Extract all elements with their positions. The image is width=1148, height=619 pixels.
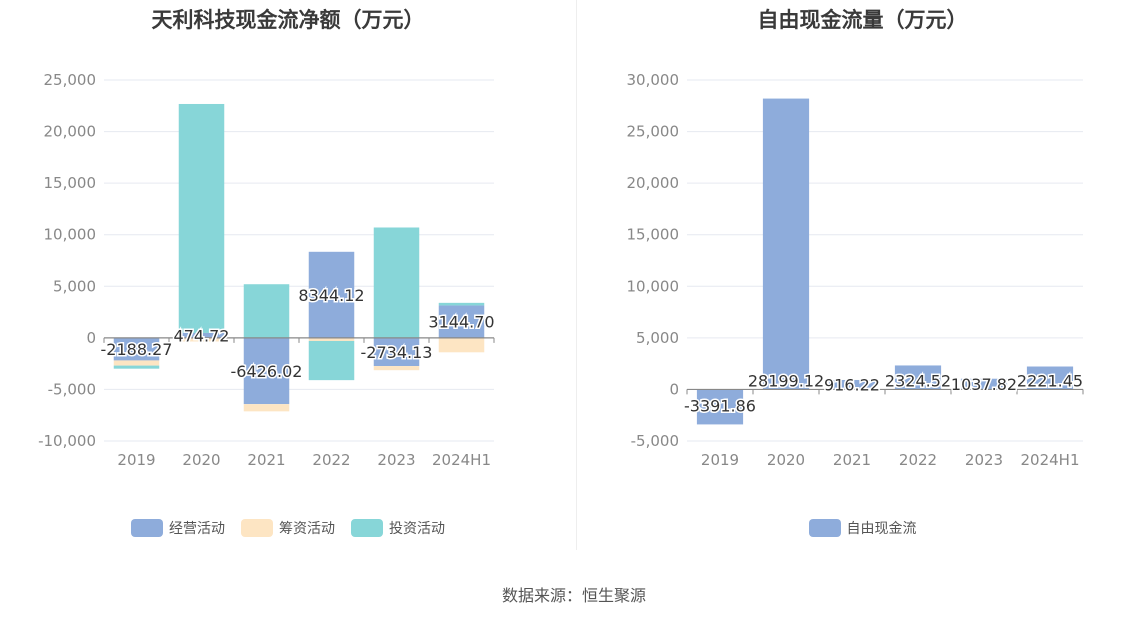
panel-divider [576, 0, 577, 550]
legend-swatch-operating [131, 519, 163, 537]
data-label: -2188.27 [101, 340, 173, 359]
free-cashflow-title: 自由现金流量（万元） [757, 8, 968, 32]
free-cashflow-panel: 自由现金流量（万元） -5,000 0 5,000 10,000 15,000 20,00… [577, 0, 1148, 560]
y-tick-label: 0 [669, 380, 679, 398]
data-label: 28199.12 [748, 371, 824, 390]
y-tick-label: -5,000 [631, 432, 679, 450]
bar-经营活动-2021[interactable] [243, 337, 290, 405]
cashflow-net-legend: 经营活动 筹资活动 投资活动 [0, 518, 576, 538]
y-tick-label: 5,000 [53, 277, 96, 295]
cashflow-net-panel: 天利科技现金流净额（万元） -10,000 -5,000 0 5,000 10,000 1… [0, 0, 576, 560]
bar-投资活动-2022[interactable] [308, 340, 355, 381]
y-tick-label: 20,000 [44, 123, 97, 141]
data-label: 1037.82 [951, 375, 1017, 394]
data-label: 916.22 [824, 376, 880, 395]
y-tick-label: 15,000 [44, 174, 97, 192]
x-tick-label: 2019 [701, 451, 739, 469]
bar-筹资活动-2024H1[interactable] [438, 337, 485, 353]
x-tick-label: 2019 [117, 451, 155, 469]
y-tick-label: 10,000 [627, 277, 680, 295]
x-tick-label: 2024H1 [1021, 451, 1080, 469]
bar-经营活动-2022[interactable] [308, 251, 355, 338]
bar-筹资活动-2023[interactable] [373, 366, 420, 371]
data-label: 2221.45 [1017, 371, 1083, 390]
x-tick-label: 2023 [377, 451, 415, 469]
y-tick-label: 25,000 [627, 123, 680, 141]
y-tick-label: 25,000 [44, 71, 97, 89]
legend-label-financing: 筹资活动 [279, 521, 335, 537]
bar-投资活动-2019[interactable] [113, 365, 160, 369]
bar-经营活动-2020[interactable] [178, 332, 225, 338]
x-tick-label: 2024H1 [432, 451, 491, 469]
legend-swatch-financing [241, 519, 273, 537]
legend-label-operating: 经营活动 [169, 521, 225, 537]
legend-label-free-cashflow: 自由现金流 [846, 521, 917, 537]
legend-swatch-free-cashflow [808, 519, 841, 537]
y-tick-label: 30,000 [627, 71, 680, 89]
bar-筹资活动-2021[interactable] [243, 404, 290, 412]
data-label: 8344.12 [298, 286, 364, 305]
y-tick-label: 10,000 [44, 226, 97, 244]
data-label: 3144.70 [428, 313, 494, 332]
cashflow-net-chart: -10,000 -5,000 0 5,000 10,000 15,000 20,000 25,… [38, 71, 496, 469]
bar-自由现金流-2021[interactable] [828, 379, 876, 390]
legend-item-free-cashflow[interactable]: 自由现金流 [808, 518, 917, 538]
legend-item-operating[interactable]: 经营活动 [131, 518, 225, 538]
free-cashflow-chart: -5,000 0 5,000 10,000 15,000 20,000 25,000 30,0… [627, 71, 1085, 469]
bar-自由现金流-2022[interactable] [894, 365, 942, 390]
bar-自由现金流-2024H1[interactable] [1026, 366, 1074, 390]
x-tick-label: 2022 [899, 451, 937, 469]
data-source-note: 数据来源：恒生聚源 [501, 586, 646, 605]
bar-投资活动-2021[interactable] [243, 284, 290, 338]
data-label: 2324.52 [885, 371, 951, 390]
x-tick-label: 2022 [312, 451, 350, 469]
bar-投资活动-2023[interactable] [373, 227, 420, 338]
y-tick-label: -10,000 [38, 432, 96, 450]
cashflow-net-title: 天利科技现金流净额（万元） [151, 8, 425, 32]
free-cashflow-legend: 自由现金流 [577, 518, 1148, 538]
bar-经营活动-2023[interactable] [373, 337, 420, 367]
bar-经营活动-2024H1[interactable] [438, 305, 485, 338]
y-tick-label: -5,000 [48, 380, 96, 398]
data-label: -6426.02 [231, 362, 303, 381]
bar-筹资活动-2020[interactable] [178, 337, 225, 342]
y-tick-label: 0 [86, 329, 96, 347]
data-label: 474.72 [174, 326, 230, 345]
bar-经营活动-2019[interactable] [113, 337, 160, 361]
x-tick-label: 2021 [247, 451, 285, 469]
y-tick-label: 20,000 [627, 174, 680, 192]
x-tick-label: 2020 [182, 451, 220, 469]
bar-投资活动-2024H1[interactable] [438, 302, 485, 306]
bar-自由现金流-2023[interactable] [960, 378, 1008, 390]
bar-筹资活动-2022[interactable] [308, 337, 355, 341]
bar-投资活动-2020[interactable] [178, 103, 225, 333]
bar-自由现金流-2020[interactable] [762, 98, 810, 390]
x-tick-label: 2023 [965, 451, 1003, 469]
legend-swatch-investing [351, 519, 383, 537]
legend-item-financing[interactable]: 筹资活动 [241, 518, 335, 538]
y-tick-label: 5,000 [636, 329, 679, 347]
bar-自由现金流-2019[interactable] [696, 389, 744, 425]
data-label: -2734.13 [361, 343, 433, 362]
data-label: -3391.86 [684, 396, 756, 415]
x-tick-label: 2021 [833, 451, 871, 469]
x-tick-label: 2020 [767, 451, 805, 469]
legend-item-investing[interactable]: 投资活动 [351, 518, 445, 538]
bar-筹资活动-2019[interactable] [113, 360, 160, 366]
legend-label-investing: 投资活动 [389, 521, 445, 537]
y-tick-label: 15,000 [627, 226, 680, 244]
